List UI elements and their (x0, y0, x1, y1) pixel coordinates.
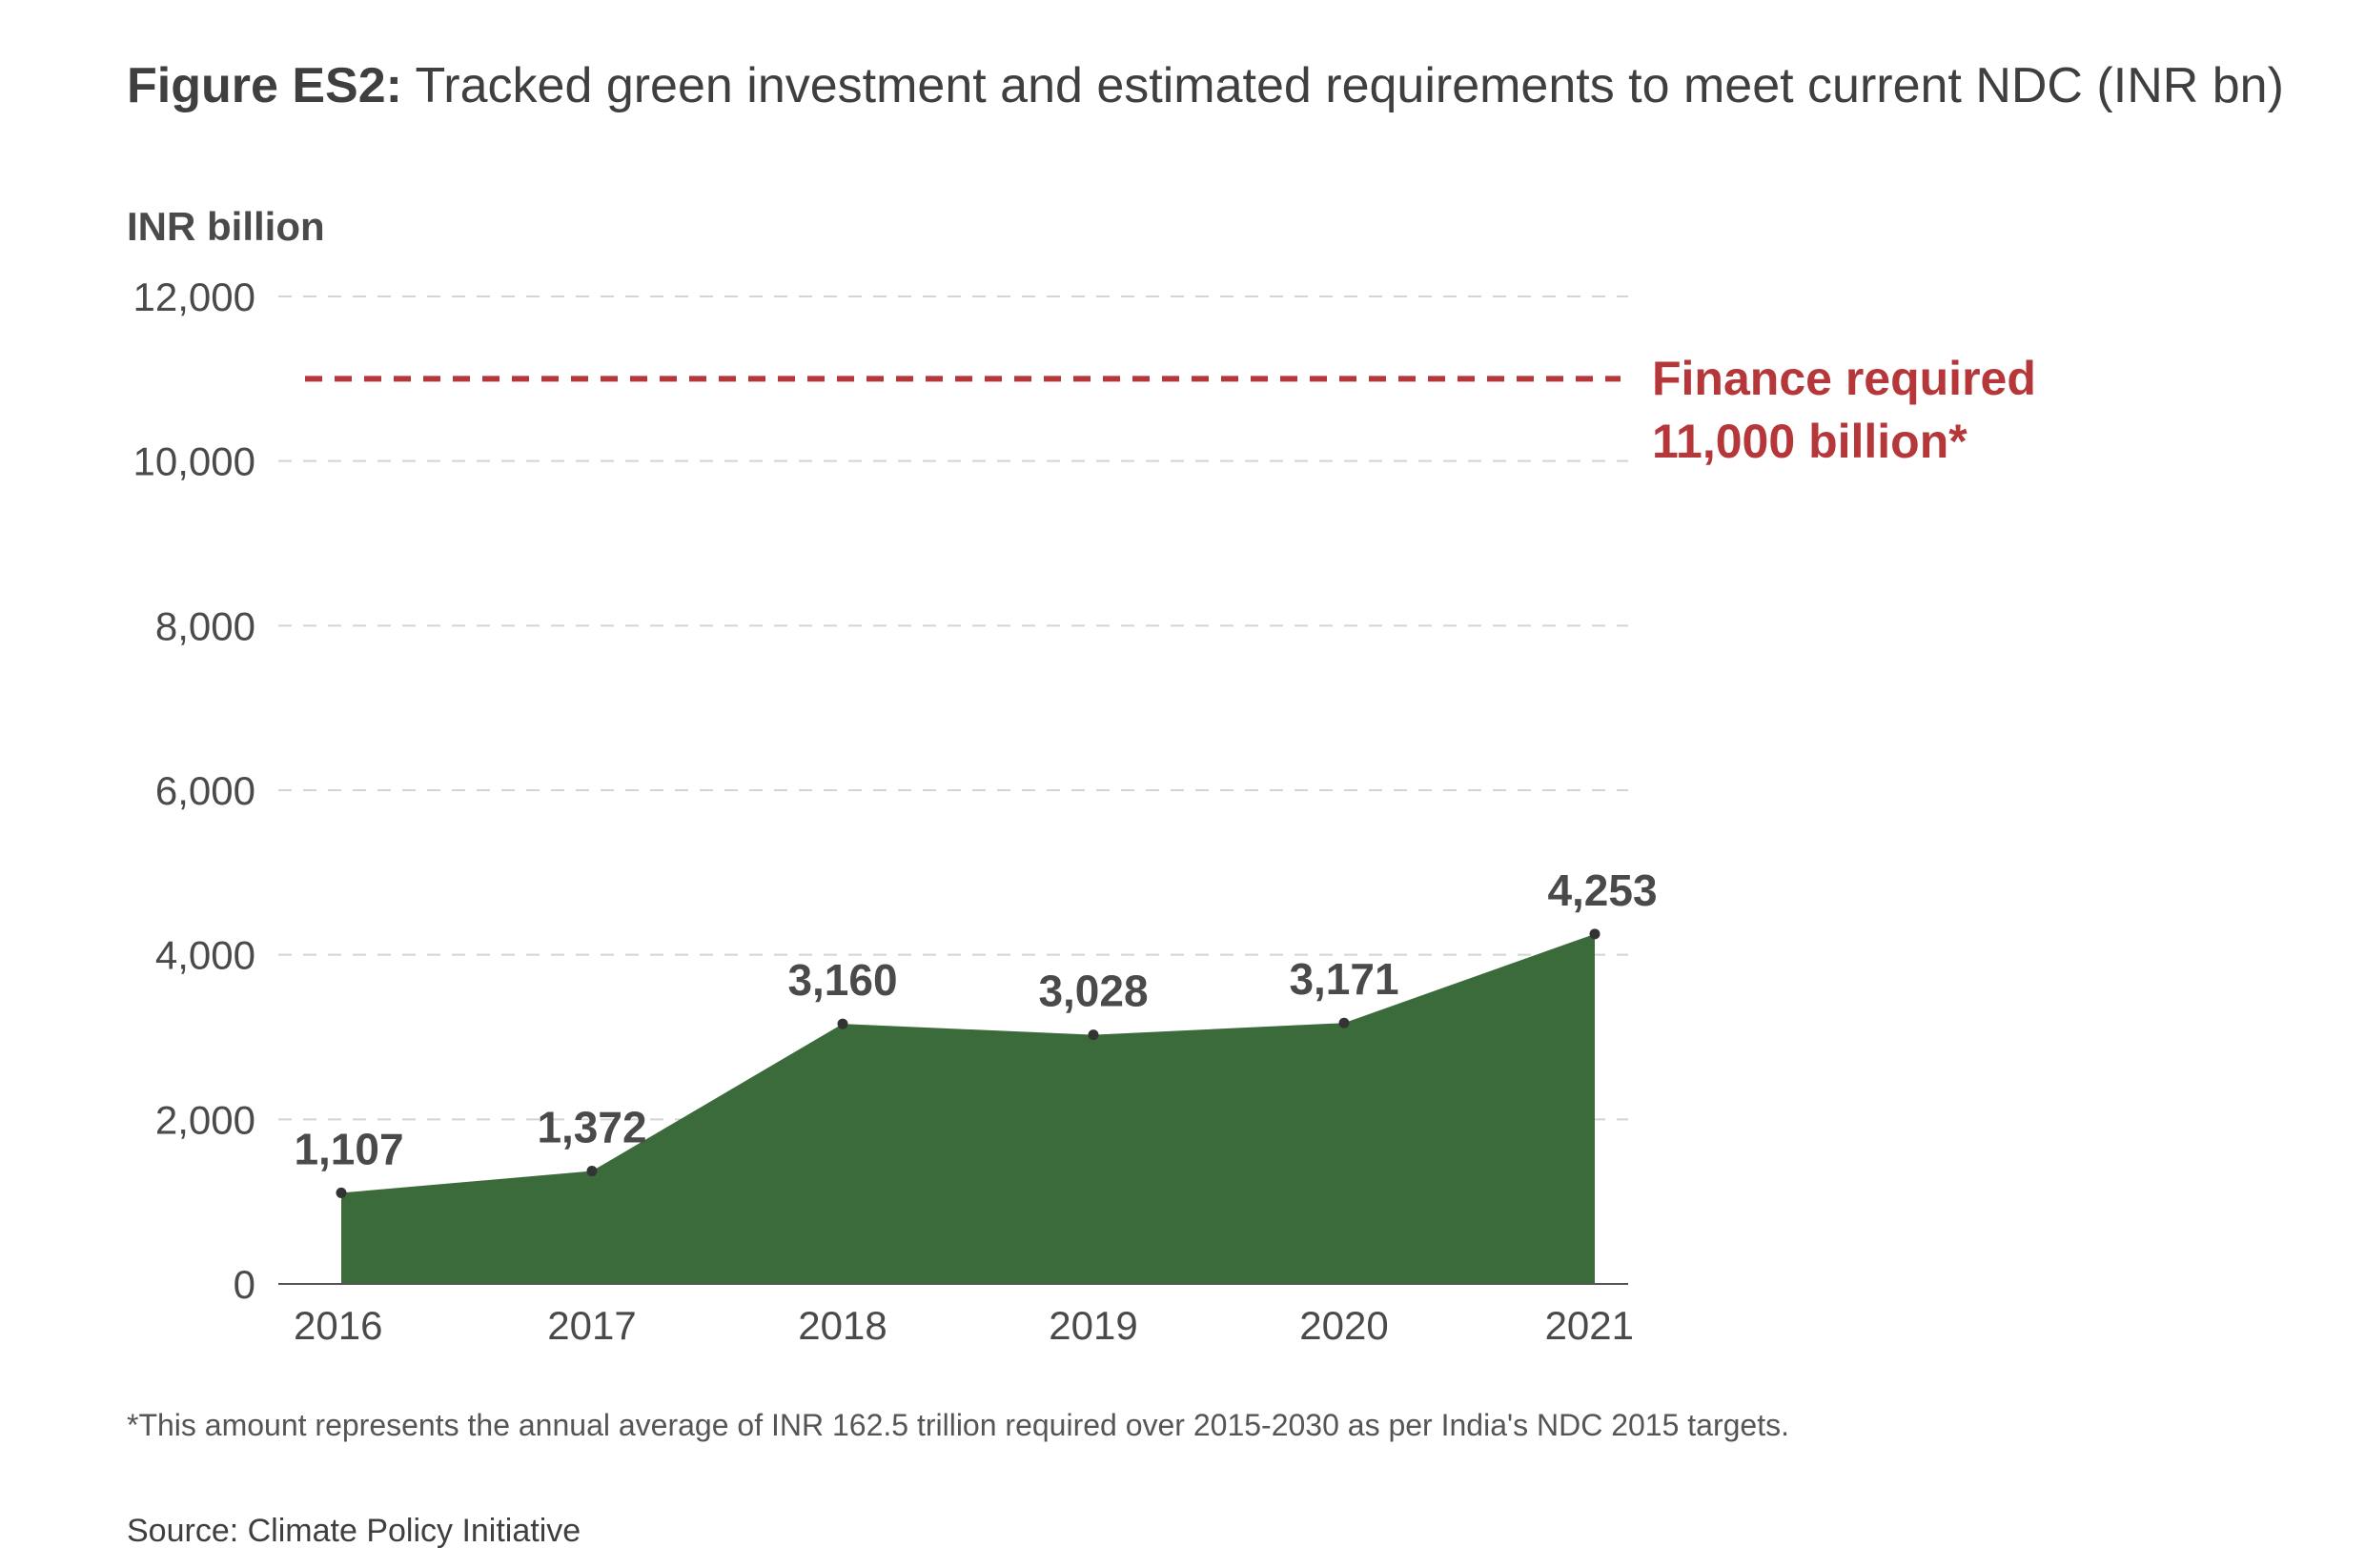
y-tick-label: 12,000 (133, 275, 255, 319)
data-point (1088, 1029, 1099, 1041)
area-series (341, 933, 1595, 1284)
data-point (336, 1187, 347, 1198)
y-tick-label: 10,000 (133, 439, 255, 484)
y-tick-label: 8,000 (155, 603, 255, 648)
x-tick-label: 2019 (1049, 1303, 1137, 1348)
source-note: Source: Climate Policy Initiative (127, 1513, 581, 1549)
data-point (837, 1018, 848, 1029)
data-label: 3,171 (1289, 954, 1398, 1004)
reference-label-line1: Finance required (1652, 352, 2036, 405)
area-chart: Finance required 11,000 billion* INR bill… (127, 204, 2036, 1348)
x-tick-label: 2016 (294, 1303, 382, 1348)
data-label: 3,160 (787, 955, 897, 1005)
reference-label-line2: 11,000 billion* (1652, 415, 1967, 468)
data-point (586, 1166, 598, 1177)
data-label: 1,372 (537, 1103, 646, 1152)
data-label: 3,028 (1038, 967, 1148, 1016)
data-labels: 1,107 1,372 3,160 3,028 3,171 4,253 (294, 865, 1658, 1198)
figure-caption: Tracked green investment and estimated r… (401, 58, 2284, 113)
data-point (1338, 1017, 1350, 1028)
footnote: *This amount represents the annual avera… (127, 1408, 1789, 1442)
data-point (1589, 928, 1600, 940)
y-axis-title: INR billion (127, 204, 325, 249)
x-tick-label: 2017 (547, 1303, 636, 1348)
axes: INR billion 0 2,000 4,000 6,000 8,000 10,000 12… (127, 204, 1634, 1348)
data-label: 1,107 (294, 1124, 403, 1173)
y-tick-label: 2,000 (155, 1097, 255, 1142)
chart-title: Figure ES2: Tracked green investment and… (127, 55, 2284, 116)
figure-number: Figure ES2: (127, 58, 402, 113)
y-tick-label: 6,000 (155, 768, 255, 813)
x-tick-label: 2018 (798, 1303, 887, 1348)
reference-line-group: Finance required 11,000 billion* (305, 352, 2036, 468)
y-tick-label: 0 (234, 1262, 255, 1307)
data-label: 4,253 (1547, 865, 1657, 915)
area-fill (341, 933, 1595, 1284)
x-tick-label: 2021 (1545, 1303, 1634, 1348)
x-tick-label: 2020 (1299, 1303, 1388, 1348)
y-tick-label: 4,000 (155, 933, 255, 978)
